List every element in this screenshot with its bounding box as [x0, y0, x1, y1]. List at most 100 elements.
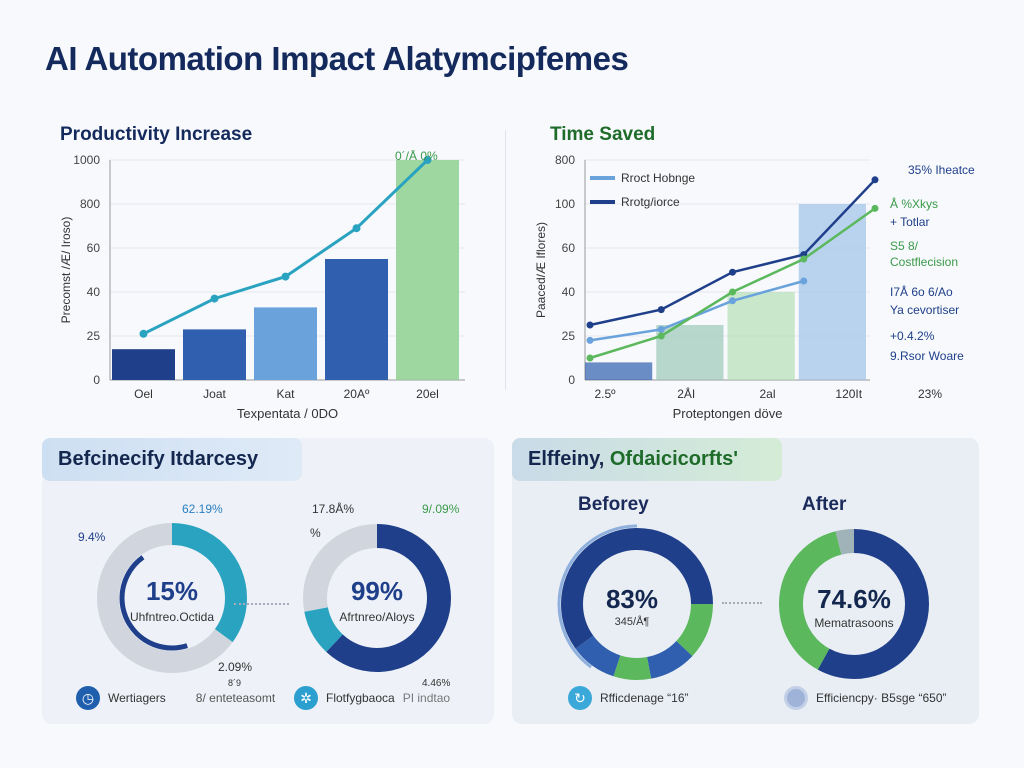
legend-item: ↻ Rfficdenage “16”: [568, 686, 689, 710]
annotation: 35% Iheatce: [908, 163, 975, 177]
y-tick-label: 40: [562, 285, 576, 299]
panel-left-title: Befcinecify Itdarcesy: [42, 438, 302, 481]
data-point: [871, 176, 879, 184]
donut-segment: [779, 529, 929, 679]
x-axis-label: Proteptongen döve: [673, 406, 783, 421]
x-tick-label: 2al: [759, 387, 775, 401]
data-point: [657, 325, 665, 333]
legend-label: Rroct Hobnge: [621, 171, 695, 185]
annotation: Ya cevortiser: [890, 303, 959, 317]
donut1-ann-left: 9.4%: [78, 530, 106, 544]
efficiency-panel-right: Elffeiny, Ofdaicicorfts' Beforey After 8…: [512, 438, 979, 724]
donut1-value: 15%: [145, 576, 199, 606]
donut-segment: [303, 524, 451, 672]
donut2-ann-right: 9/.09%: [422, 502, 460, 516]
data-point: [657, 306, 665, 314]
refresh-icon: ↻: [568, 686, 592, 710]
data-point: [729, 268, 736, 276]
page-title: AI Automation Impact Alatymcipfemes: [45, 40, 629, 77]
y-tick-label: 60: [87, 241, 101, 255]
donut2-ann-top2: %: [310, 526, 321, 540]
annotation: S5 8/: [890, 239, 919, 253]
donut2-ann-top: 17.8Å%: [312, 502, 355, 516]
legend-extra: PI indtao: [402, 691, 451, 705]
donut2-label: Afrtnreo/Aloys: [339, 610, 415, 624]
before-label: 345/Å¶: [614, 616, 650, 628]
donut-segment: [97, 523, 247, 673]
legend-item: ◷ Wertiagers 8/ enteteasomt: [76, 686, 275, 710]
y-tick-label: 0: [568, 373, 575, 387]
x-tick-label: 120It: [835, 387, 862, 401]
x-tick-label: 23%: [918, 387, 942, 401]
data-point: [657, 332, 665, 340]
y-tick-label: 0: [93, 373, 100, 387]
donut1-ann-bottom: 2.09%: [218, 660, 253, 674]
chart2-title: Time Saved: [550, 124, 656, 145]
donut1-ann-top: 62.19%: [182, 502, 223, 516]
efficiency-panel-left: Befcinecify Itdarcesy 15% Uhfntreo.Octid…: [42, 438, 494, 724]
data-point: [800, 277, 808, 285]
x-tick-label: Joat: [203, 387, 226, 401]
data-point: [586, 354, 594, 362]
productivity-chart: 0 25 40 60 800 1000 Texpentata / 0DO Precomst /…: [59, 150, 465, 421]
x-tick-label: 20el: [416, 387, 439, 401]
area-band: [585, 362, 653, 380]
annotation: I7Å 6o 6/Ao: [890, 284, 953, 299]
chart1-title: Productivity Increase: [60, 124, 253, 145]
y-axis-label: Precomst /Æ/ Iroso): [59, 217, 73, 324]
donut1-label: Uhfntreo.Octida: [129, 610, 215, 624]
area-band: [798, 204, 866, 380]
legend-label: Wertiagers: [108, 691, 166, 705]
donut-1: [97, 523, 247, 673]
annotation: Å %Xkys: [890, 196, 938, 211]
bar: [112, 349, 175, 380]
after-label: Mematrasoons: [814, 616, 894, 630]
data-point: [729, 297, 736, 305]
x-axis-label: Texpentata / 0DO: [237, 406, 338, 421]
donut2-value: 99%: [350, 576, 404, 606]
donut-segment: [561, 528, 713, 680]
title-part-b: Ofdaicicorfts': [609, 448, 738, 470]
data-point: [871, 204, 879, 212]
before-heading: Beforey: [578, 494, 649, 515]
data-point: [139, 329, 148, 338]
connector-line: [722, 602, 762, 604]
legend-label: Rfficdenage “16”: [600, 691, 689, 705]
legend-item: ✲ Flotfygbaoca PI indtao: [294, 686, 450, 710]
donut2-ann-bottom: 4.46%: [422, 678, 451, 689]
legend-label: Rrotg/iorce: [621, 195, 680, 209]
data-point: [210, 294, 219, 303]
bar: [396, 160, 459, 380]
legend-label: Flotfygbaoca: [326, 691, 395, 705]
y-axis-label: Paaced/Æ Iflores): [534, 222, 548, 318]
before-donut: [557, 524, 717, 684]
circle-icon: [784, 686, 808, 710]
donut-segment: [561, 528, 713, 680]
data-point: [586, 321, 594, 329]
title-part-a: Elffeiny,: [528, 448, 605, 470]
annotation: +0.4.2%: [890, 329, 935, 343]
area-band: [727, 292, 795, 380]
legend-label: Efficiencpy· B5sge “650”: [816, 691, 947, 705]
donut-outer-arc: [557, 524, 717, 684]
x-tick-label: 20Aº: [344, 387, 370, 401]
annotation: Costflecision: [890, 255, 958, 269]
data-point: [800, 255, 808, 263]
clock-icon: ◷: [76, 686, 100, 710]
y-tick-label: 25: [562, 329, 576, 343]
connector-line: [234, 603, 289, 605]
after-value: 74.6%: [817, 584, 891, 614]
time-saved-chart: 0 25 40 60 100 800 Proteptongen döve Paaced/Æ I…: [534, 153, 975, 421]
bar: [325, 259, 388, 380]
y-tick-label: 40: [87, 285, 101, 299]
divider: [505, 130, 506, 390]
legend-extra: 8/ enteteasomt: [195, 691, 276, 705]
y-tick-label: 100: [555, 197, 575, 211]
y-tick-label: 1000: [73, 153, 100, 167]
y-tick-label: 60: [562, 241, 576, 255]
annotation: 9.Rsor Woare: [890, 349, 964, 363]
donut1-ann-bottom2: 8´9: [228, 678, 242, 688]
data-point: [729, 288, 736, 296]
data-point: [281, 272, 290, 281]
annotation: + Totlar: [890, 215, 929, 229]
